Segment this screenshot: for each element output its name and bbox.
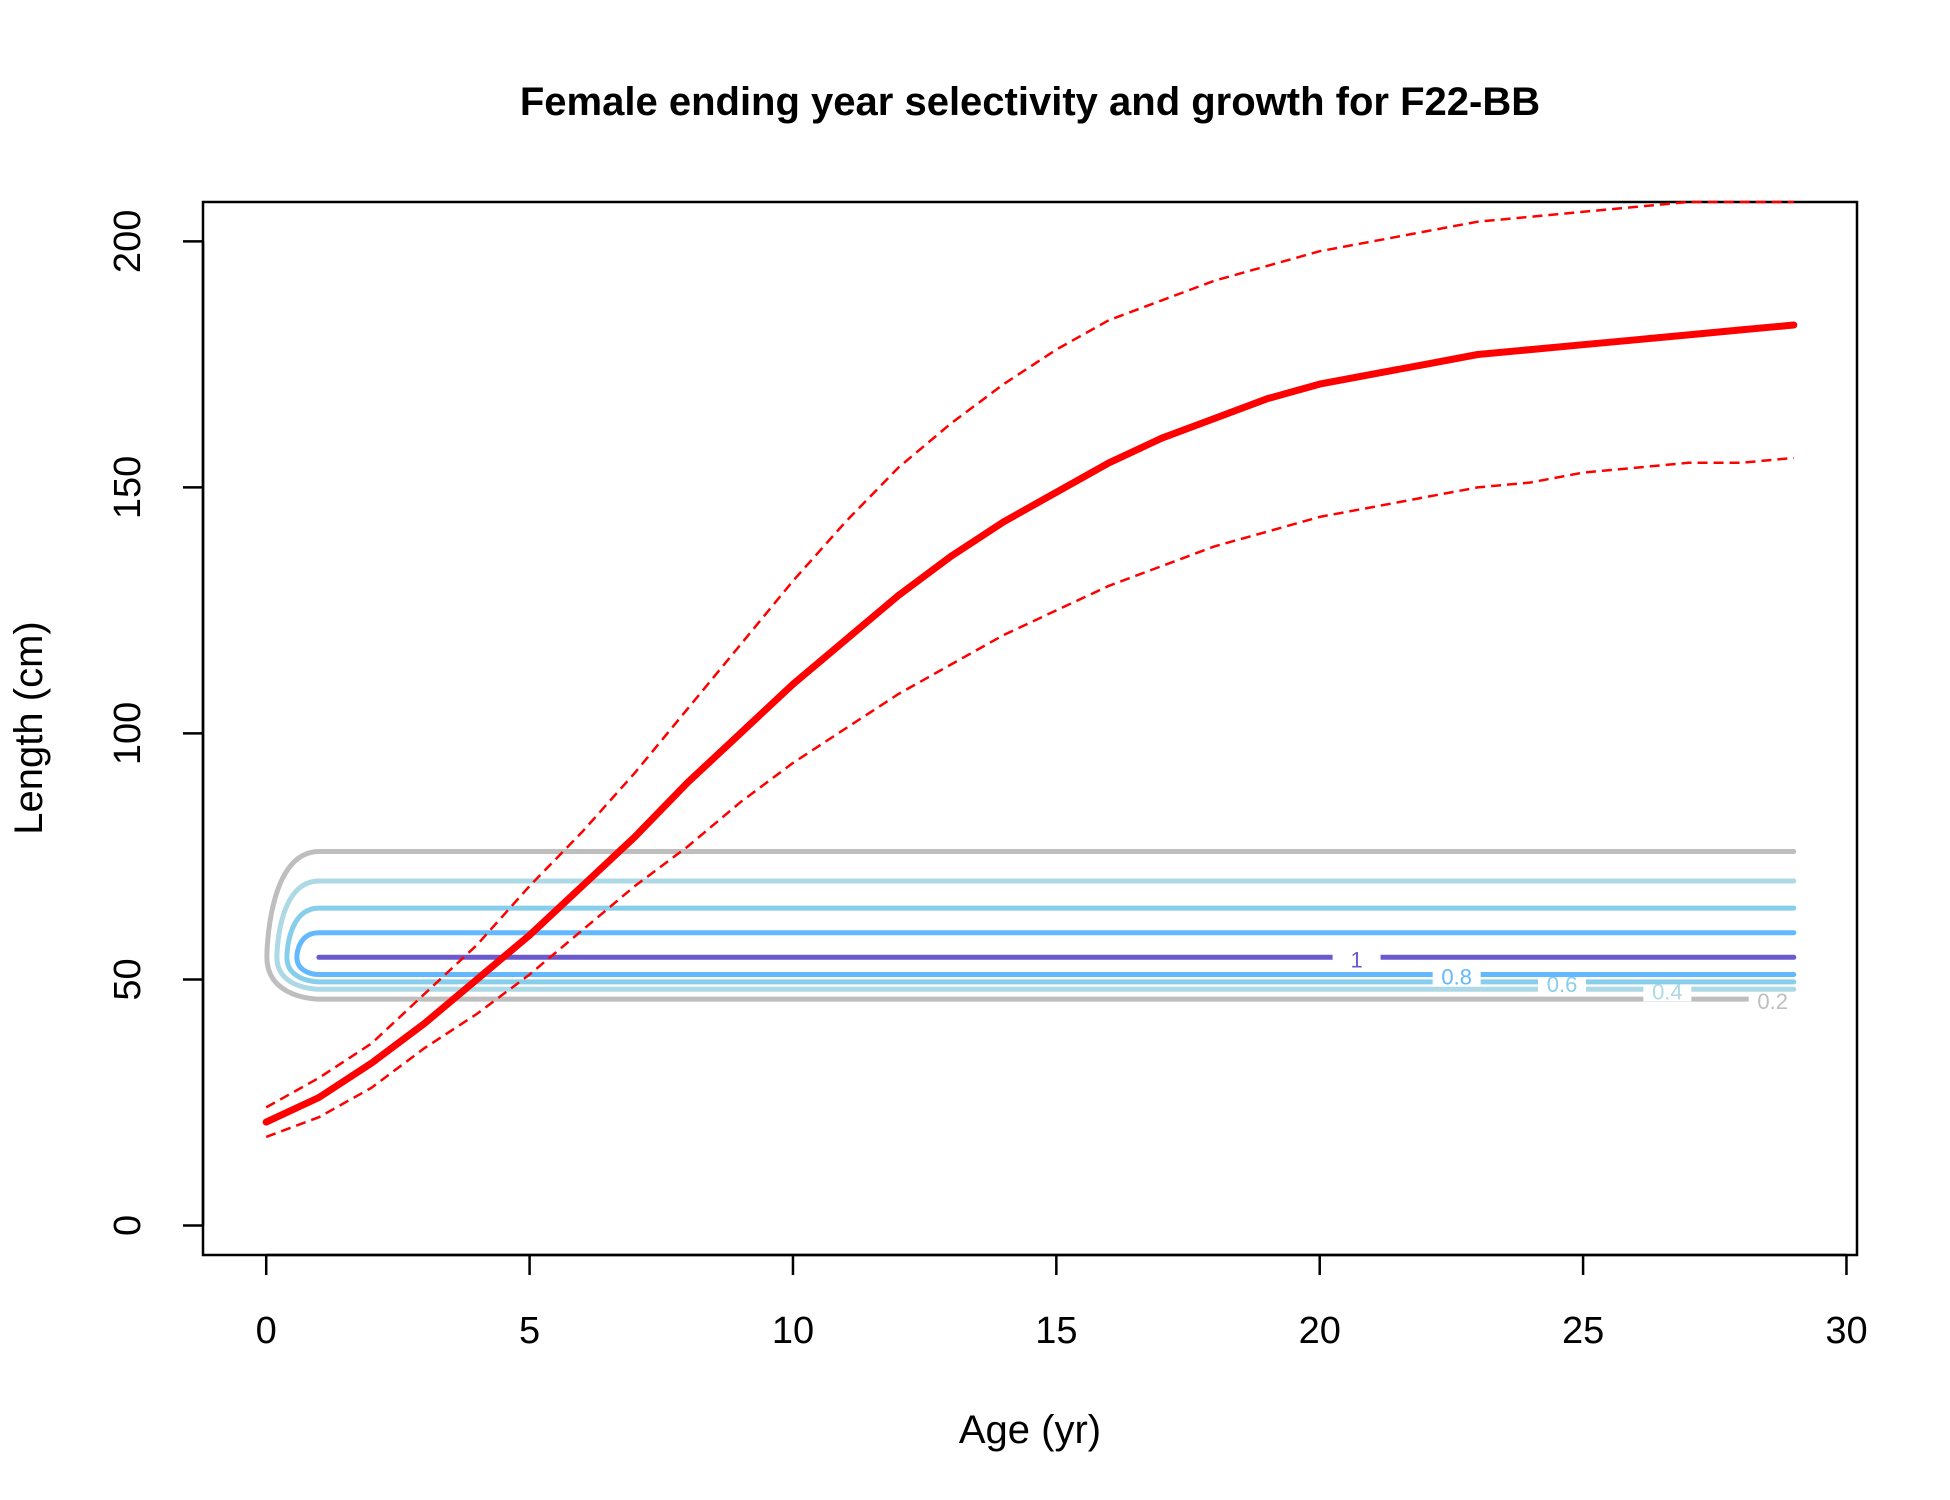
contour-label: 0.2 bbox=[1757, 989, 1788, 1014]
x-axis: 0 5 10 15 20 25 30 bbox=[256, 1253, 1868, 1352]
growth-mean-curve bbox=[262, 321, 1798, 1126]
x-tick-label: 25 bbox=[1562, 1310, 1604, 1352]
contour-label: 0.8 bbox=[1441, 965, 1472, 990]
x-tick-label: 30 bbox=[1825, 1310, 1867, 1352]
y-tick-label: 200 bbox=[107, 210, 149, 273]
contour-label-gap bbox=[1332, 945, 1381, 970]
y-tick-label: 50 bbox=[107, 958, 149, 1000]
growth-lower-interval bbox=[265, 456, 1794, 1139]
x-tick-label: 0 bbox=[256, 1310, 277, 1352]
contour-0-6 bbox=[284, 905, 1797, 985]
x-tick-label: 10 bbox=[772, 1310, 814, 1352]
x-tick-label: 20 bbox=[1299, 1310, 1341, 1352]
growth-upper-interval bbox=[265, 200, 1794, 1109]
chart-title: Female ending year selectivity and growt… bbox=[520, 80, 1540, 124]
y-tick-label: 100 bbox=[107, 702, 149, 765]
contour-label: 1 bbox=[1350, 947, 1362, 972]
contour-0-8 bbox=[294, 930, 1797, 978]
x-tick-label: 15 bbox=[1035, 1310, 1077, 1352]
x-axis-label: Age (yr) bbox=[959, 1408, 1101, 1452]
y-axis: 0 50 100 150 200 bbox=[107, 210, 205, 1236]
contour-label-gap bbox=[1432, 962, 1481, 987]
contour-0-2 bbox=[264, 849, 1797, 1002]
x-tick-label: 5 bbox=[519, 1310, 540, 1352]
y-tick-label: 0 bbox=[107, 1215, 149, 1236]
y-tick-label: 150 bbox=[107, 456, 149, 519]
selectivity-contours: 0.20.40.60.81 bbox=[264, 849, 1797, 1014]
plot-frame bbox=[201, 200, 1859, 1257]
y-axis-label: Length (cm) bbox=[7, 621, 51, 834]
contour-0-4 bbox=[274, 878, 1797, 992]
growth-curves bbox=[262, 200, 1798, 1139]
